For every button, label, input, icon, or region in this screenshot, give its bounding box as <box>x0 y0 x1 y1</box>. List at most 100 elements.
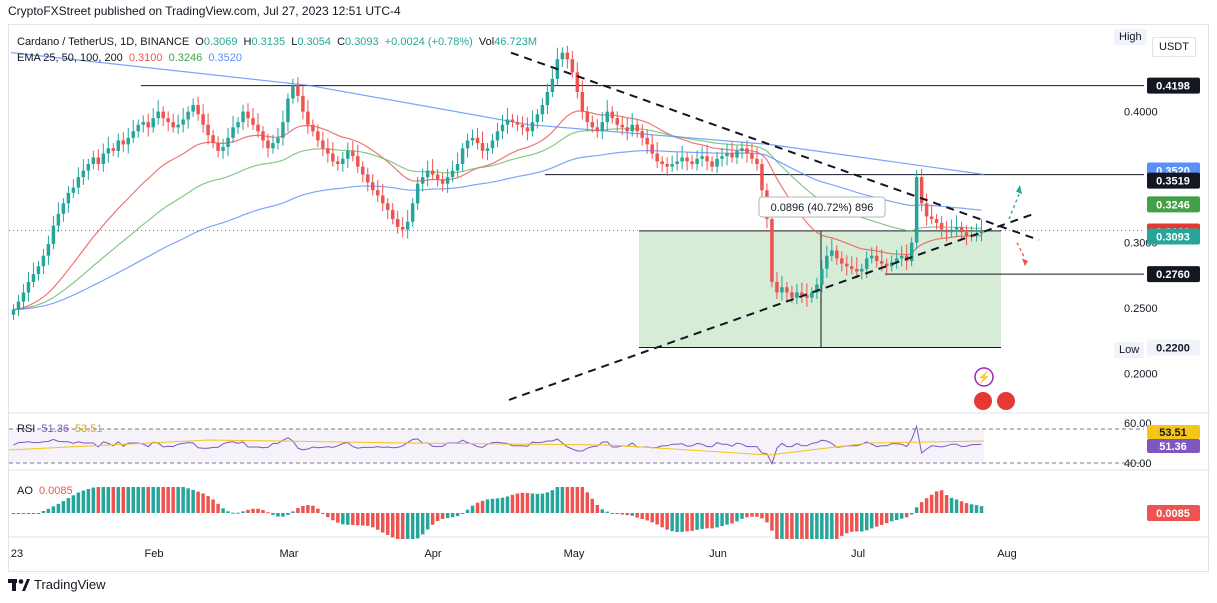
ao-bar <box>560 487 565 513</box>
candle-body <box>111 148 116 151</box>
ao-bar <box>645 513 649 521</box>
candle-body <box>944 229 949 233</box>
x-tick-label: May <box>564 548 585 560</box>
candle-body <box>675 161 679 165</box>
ao-bar <box>550 490 555 513</box>
candle-body <box>351 150 355 157</box>
price-label-box <box>1147 77 1200 94</box>
ao-bar <box>670 513 674 532</box>
ao-bar <box>780 513 784 539</box>
currency-button[interactable]: USDT <box>1152 37 1196 57</box>
ao-bar <box>929 494 934 513</box>
candle-body <box>500 124 505 132</box>
ao-bar <box>770 513 774 531</box>
ao-bar <box>405 513 410 539</box>
chart-frame[interactable]: 0.0896 (40.72%) 896 ⚡ 0.2000 0.2500 0.3000 0.… <box>8 24 1210 573</box>
candle-body <box>465 140 470 149</box>
candle-body <box>705 156 709 162</box>
ao-bar <box>306 505 310 513</box>
ao-bar <box>61 501 66 513</box>
footer-brand[interactable]: TradingView <box>8 577 106 592</box>
ao-bar <box>336 513 340 523</box>
ao-bar <box>635 513 639 518</box>
candle-body <box>815 284 819 293</box>
ao-bar <box>380 513 385 533</box>
ao-bar <box>740 513 744 519</box>
x-tick-label: Feb <box>145 548 164 560</box>
candle-body <box>745 148 749 154</box>
ao-bar <box>356 513 360 526</box>
candle-body <box>61 203 66 214</box>
measure-label: 0.0896 (40.72%) 896 <box>771 202 874 214</box>
candle-body <box>286 98 290 123</box>
bearish-projection-arrow <box>1016 242 1026 259</box>
ao-bar <box>979 506 984 513</box>
candle-body <box>560 52 565 60</box>
ao-bar <box>944 495 949 513</box>
bearish-arrow-head <box>1022 258 1028 267</box>
candle-body <box>750 153 754 159</box>
ao-bar <box>156 487 160 513</box>
ao-bar <box>495 498 500 513</box>
candle-body <box>395 219 400 227</box>
candle-body <box>830 250 834 256</box>
tradingview-logo-icon <box>8 578 30 591</box>
rsi-label: RSI <box>17 423 36 435</box>
candle-body <box>131 131 135 138</box>
ao-bar <box>715 513 719 528</box>
candle-body <box>650 144 654 154</box>
x-tick-label: Jun <box>709 548 727 560</box>
ao-bar <box>750 513 754 517</box>
ao-bar <box>520 492 525 513</box>
candle-body <box>216 143 220 151</box>
ao-bar <box>600 509 605 513</box>
chart-canvas[interactable]: 0.0896 (40.72%) 896⚡ 0.20000.25000.30000.… <box>9 25 1210 573</box>
candle-body <box>715 158 719 167</box>
candle-body <box>490 140 495 149</box>
candle-body <box>860 268 864 272</box>
ao-bar <box>470 505 475 513</box>
measure-label-box <box>758 196 886 218</box>
ao-bar <box>361 513 365 526</box>
candle-body <box>939 223 944 230</box>
candle-body <box>954 226 959 230</box>
candle-body <box>505 119 510 125</box>
x-tick-label: Aug <box>997 548 1017 560</box>
descending-trendline <box>510 51 1040 241</box>
ao-bar <box>605 511 610 513</box>
candle-body <box>869 255 874 259</box>
candle-body <box>101 153 106 165</box>
candle-body <box>236 122 240 128</box>
volume-label: Vol <box>478 36 495 48</box>
ao-bar <box>96 487 101 513</box>
candle-body <box>874 255 879 261</box>
candle-body <box>336 161 340 165</box>
candle-body <box>480 143 485 151</box>
candle-body <box>181 119 185 125</box>
candle-body <box>785 287 789 293</box>
candle-body <box>390 209 395 220</box>
candle-body <box>400 226 405 230</box>
ao-bar <box>375 513 380 530</box>
candle-body <box>924 203 929 217</box>
candle-body <box>615 118 620 125</box>
candle-body <box>435 174 440 180</box>
candle-body <box>635 124 639 132</box>
ao-bar <box>949 497 954 513</box>
us-flag-icon <box>997 392 1015 410</box>
candle-body <box>660 161 664 165</box>
ao-bar <box>934 491 939 513</box>
ao-badge-text: 0.0085 <box>1156 508 1190 520</box>
candle-body <box>410 203 415 222</box>
candle-body <box>415 183 420 204</box>
ao-bar <box>236 512 240 514</box>
ao-bar <box>705 513 709 529</box>
ao-bar <box>830 513 834 539</box>
ao-bar <box>46 508 51 513</box>
scale-mode-button[interactable]: High <box>1114 29 1147 45</box>
ao-bar <box>116 487 121 513</box>
candle-body <box>755 158 759 165</box>
ao-bar <box>725 513 729 525</box>
candle-body <box>600 122 605 132</box>
candle-body <box>156 111 160 119</box>
